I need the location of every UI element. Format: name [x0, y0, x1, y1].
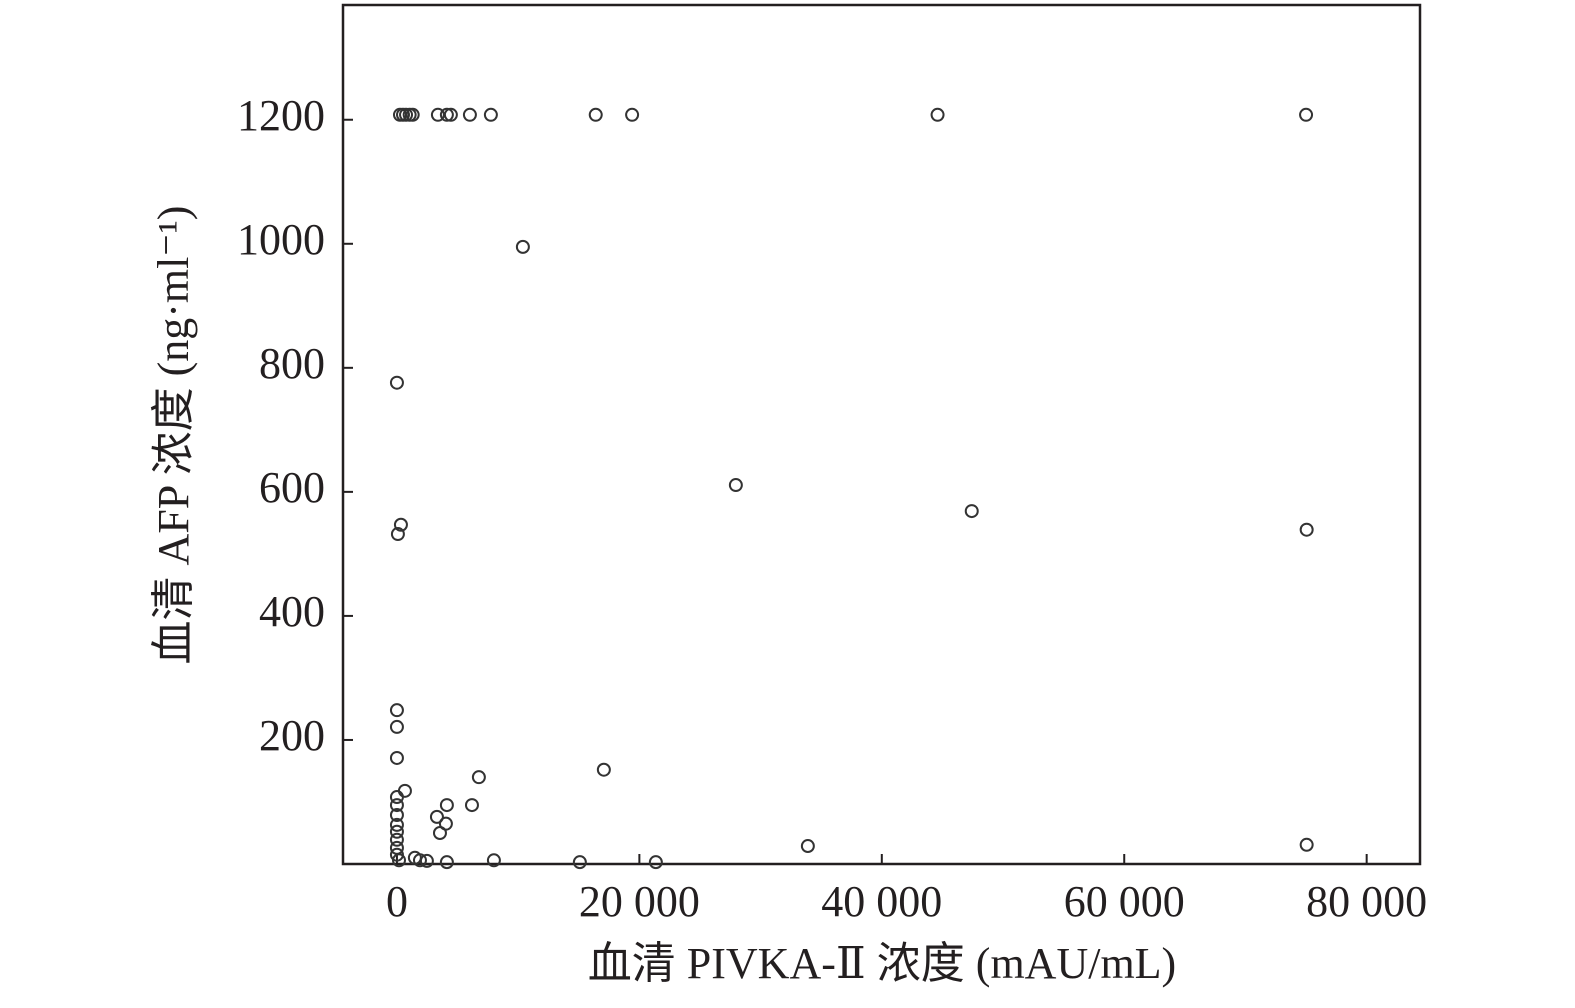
point [389, 824, 404, 839]
x-tick-label: 80 000 [1306, 877, 1427, 926]
point [515, 239, 530, 254]
point [389, 832, 404, 847]
point [462, 107, 477, 122]
point [588, 107, 603, 122]
point [572, 855, 587, 870]
point [439, 107, 454, 122]
point [397, 783, 412, 798]
x-tick-label: 40 000 [821, 877, 942, 926]
point [930, 107, 945, 122]
point [464, 798, 479, 813]
y-tick-label: 800 [259, 339, 325, 388]
point [393, 517, 408, 532]
point [625, 107, 640, 122]
plot-frame [341, 3, 1422, 866]
point [419, 853, 434, 868]
point [432, 825, 447, 840]
point [1299, 107, 1314, 122]
point [392, 853, 407, 868]
x-axis-label: 血清 PIVKA-Ⅱ 浓度 (mAU/mL) [588, 939, 1176, 988]
point [389, 375, 404, 390]
point [399, 107, 414, 122]
point [1299, 837, 1314, 852]
point [728, 478, 743, 493]
point [1299, 522, 1314, 537]
y-tick-label: 600 [259, 463, 325, 512]
point [389, 817, 404, 832]
point [390, 527, 405, 542]
point [648, 855, 663, 870]
point [389, 719, 404, 734]
x-tick-label: 0 [386, 877, 408, 926]
point [443, 107, 458, 122]
y-tick-label: 1200 [237, 91, 325, 140]
point [471, 770, 486, 785]
point [596, 762, 611, 777]
point [429, 809, 444, 824]
point [412, 853, 427, 868]
point [483, 107, 498, 122]
y-tick-label: 400 [259, 587, 325, 636]
x-tick-label: 60 000 [1064, 877, 1185, 926]
point [439, 798, 454, 813]
y-axis-label: 血清 AFP 浓度 (ng·ml⁻¹) [149, 206, 198, 665]
point [389, 798, 404, 813]
point [389, 703, 404, 718]
point [389, 808, 404, 823]
point [964, 504, 979, 519]
y-tick-label: 1000 [237, 215, 325, 264]
point [405, 107, 420, 122]
x-tick-label: 20 000 [579, 877, 700, 926]
point [389, 790, 404, 805]
point [800, 839, 815, 854]
point [439, 855, 454, 870]
point [389, 750, 404, 765]
point [486, 853, 501, 868]
y-tick-label: 200 [259, 711, 325, 760]
